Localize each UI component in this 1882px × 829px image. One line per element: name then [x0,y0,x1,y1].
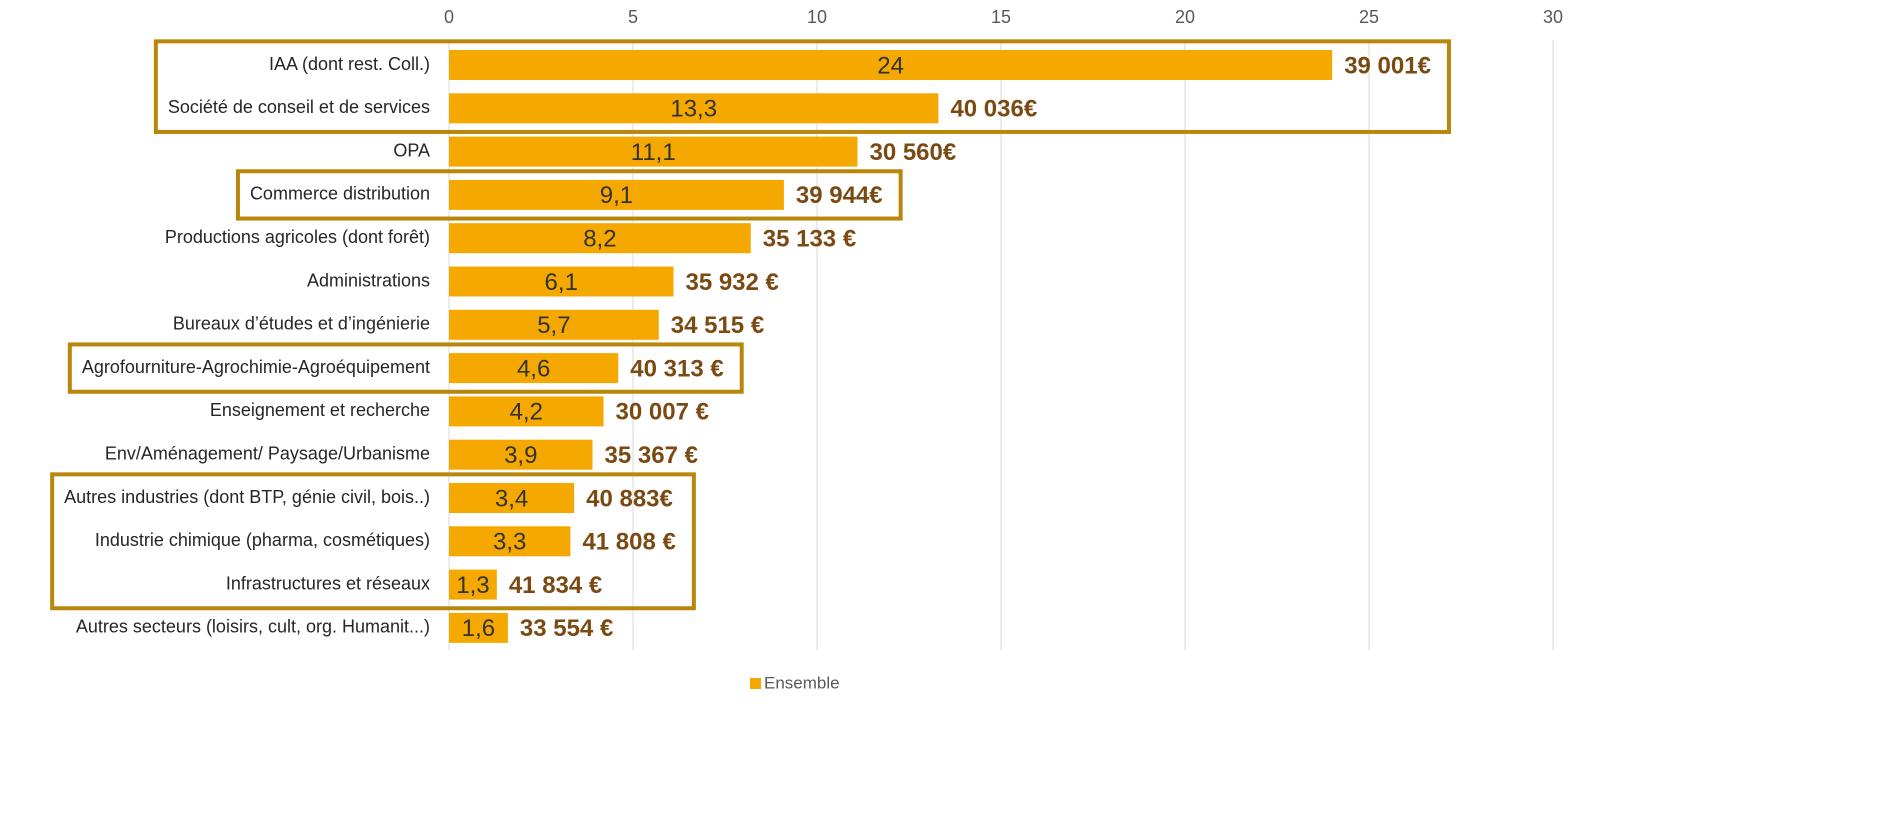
value-label: 3,4 [495,485,528,512]
bar [449,483,575,513]
x-tick-label: 5 [628,7,638,27]
legend-label: Ensemble [764,673,840,692]
bar [449,50,1333,80]
annotation: 40 313 € [630,355,723,382]
x-tick-label: 0 [444,7,454,27]
annotation: 30 007 € [616,399,709,426]
x-tick-label: 25 [1359,7,1379,27]
annotation: 35 932 € [685,269,778,296]
highlight-box [67,342,744,394]
bar [449,93,939,124]
bar [449,136,858,167]
annotation: 33 554 € [520,615,613,642]
bar [449,439,593,470]
highlight-box [235,169,903,221]
value-label: 8,2 [583,226,616,253]
bar [449,266,674,297]
annotation: 40 036€ [950,96,1037,123]
value-label: 1,6 [462,615,495,642]
x-tick-label: 30 [1543,7,1563,27]
bar [449,526,571,557]
bar [449,396,604,427]
y-tick-label: IAA (dont rest. Coll.) [269,54,430,74]
y-tick-label: Autres industries (dont BTP, génie civil… [64,487,430,507]
y-tick-label: Industrie chimique (pharma, cosmétiques) [95,530,430,550]
legend-marker [750,678,761,689]
value-label: 13,3 [670,96,717,123]
annotation: 39 001€ [1344,52,1431,79]
annotation: 40 883€ [586,485,673,512]
x-tick-label: 10 [807,7,827,27]
bar [449,612,508,643]
value-label: 3,3 [493,529,526,556]
bar [449,353,619,384]
highlight-box [50,472,696,611]
annotation: 30 560€ [869,139,956,166]
y-tick-label: Enseignement et recherche [210,400,430,420]
annotation: 35 367 € [605,442,698,469]
y-tick-label: Société de conseil et de services [168,97,430,117]
value-label: 6,1 [545,269,578,296]
y-tick-label: Commerce distribution [250,184,430,204]
value-label: 5,7 [537,312,570,339]
bar [449,179,784,210]
y-tick-label: Productions agricoles (dont forêt) [165,227,430,247]
value-label: 4,6 [517,355,550,382]
x-tick-label: 15 [991,7,1011,27]
x-tick-label: 20 [1175,7,1195,27]
value-label: 1,3 [456,572,489,599]
bar [449,223,751,254]
y-tick-label: Infrastructures et réseaux [226,573,430,593]
bar [449,569,497,600]
annotation: 34 515 € [671,312,764,339]
y-tick-label: Agrofourniture-Agrochimie-Agroéquipement [82,357,430,377]
annotation: 41 808 € [582,529,675,556]
value-label: 3,9 [504,442,537,469]
value-label: 11,1 [631,139,676,166]
y-tick-label: Env/Aménagement/ Paysage/Urbanisme [105,443,430,463]
y-tick-label: Administrations [307,270,430,290]
y-tick-label: Autres secteurs (loisirs, cult, org. Hum… [76,617,430,637]
annotation: 35 133 € [763,226,856,253]
y-tick-label: Bureaux d’études et d’ingénierie [173,314,430,334]
highlight-box [153,39,1451,134]
value-label: 24 [877,52,904,79]
annotation: 41 834 € [509,572,602,599]
annotation: 39 944€ [796,182,883,209]
value-label: 9,1 [600,182,633,209]
y-tick-label: OPA [393,140,430,160]
value-label: 4,2 [510,399,543,426]
bar [449,309,659,340]
